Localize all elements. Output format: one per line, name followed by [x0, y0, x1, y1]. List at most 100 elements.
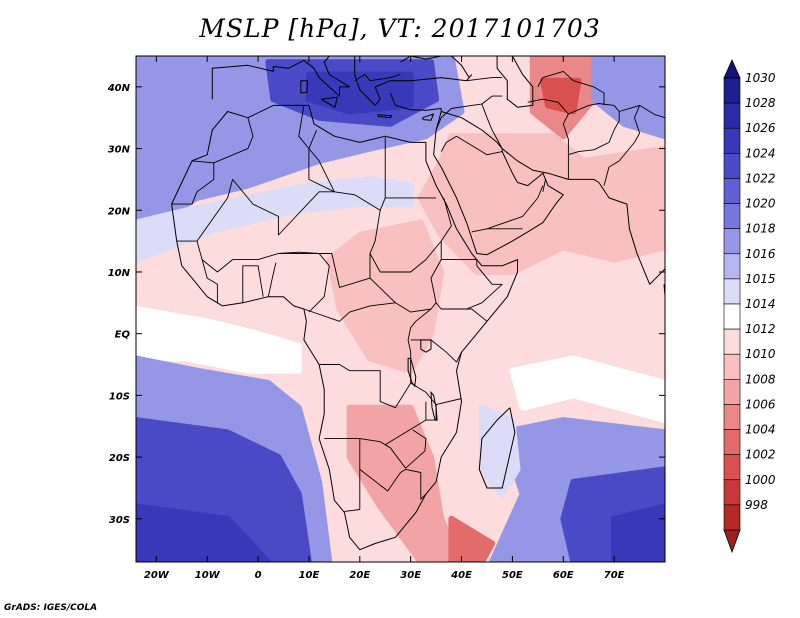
border-23: [201, 259, 218, 303]
colorbar-label: 1014: [745, 297, 776, 311]
colorbar-swatch: [723, 504, 741, 531]
border-11: [430, 241, 442, 303]
pressure-region-equatorial-white: [136, 306, 302, 374]
colorbar-label: 1028: [745, 96, 776, 110]
border-17: [410, 382, 462, 406]
colorbar-swatch: [723, 303, 741, 330]
border-28: [456, 135, 503, 156]
border-6: [308, 129, 335, 192]
lat-tick-label: 10N: [108, 268, 131, 279]
pressure-region-mediterranean-core: [305, 71, 414, 115]
country-borders: [171, 70, 665, 512]
lon-tick-label: 50E: [502, 570, 523, 581]
lake-malawi: [430, 390, 438, 421]
border-42: [354, 74, 391, 82]
map-title: MSLP [hPa], VT: 2017101703: [199, 14, 601, 43]
lon-tick-label: 10W: [195, 570, 221, 581]
colorbar-swatch: [723, 228, 741, 255]
colorbar-label: 1015: [745, 272, 776, 286]
border-16: [410, 339, 462, 363]
border-29: [440, 135, 457, 152]
colorbar-label: 1006: [745, 397, 776, 411]
colorbar-label: 1022: [745, 171, 776, 185]
lon-tick-label: 30E: [400, 570, 421, 581]
coastline-cyprus: [421, 113, 435, 121]
border-34: [568, 103, 620, 115]
border-35: [568, 111, 620, 156]
pressure-region-south-atlantic-inner: [136, 503, 272, 562]
pressure-region-iranian-low-core: [539, 77, 582, 115]
colorbar-bottom-arrow: [723, 529, 741, 554]
lat-tick-label: 20S: [109, 453, 130, 464]
coastline-turkey-south-coast: [389, 92, 442, 112]
colorbar-swatch: [723, 404, 741, 430]
lon-tick-label: 40E: [450, 570, 472, 581]
coastline-africa-coast: [171, 104, 518, 551]
pressure-region-mozambique-low: [448, 515, 496, 562]
border-15: [319, 308, 432, 409]
colorbar-label: 1002: [745, 448, 776, 462]
border-22: [425, 404, 437, 421]
pressure-region-madagascar-high: [478, 404, 521, 498]
coastline-black-sea-north: [400, 56, 470, 78]
colorbar-label: 1020: [745, 197, 776, 211]
colorbar-swatch: [723, 77, 741, 104]
colorbar-swatch: [723, 203, 741, 229]
colorbar-swatch: [723, 379, 741, 405]
lat-tick-label: 40N: [107, 83, 131, 94]
colorbar-label: 1030: [745, 71, 776, 85]
map-panel: [136, 56, 665, 562]
border-1: [171, 160, 215, 205]
border-4: [232, 179, 437, 236]
pressure-region-caspian-high: [590, 56, 665, 140]
border-38: [481, 95, 503, 105]
border-30: [486, 185, 544, 230]
border-33: [562, 113, 569, 180]
colorbar-label: 1004: [745, 423, 776, 437]
colorbar-swatch: [723, 353, 741, 380]
border-21: [384, 429, 427, 469]
colorbar-label: 998: [745, 498, 768, 512]
border-37: [619, 104, 665, 119]
lon-tick-label: 20W: [144, 570, 170, 581]
border-10: [369, 197, 452, 273]
lat-tick-label: 10S: [109, 391, 130, 402]
border-26: [278, 251, 330, 313]
colorbar-swatch: [723, 102, 741, 129]
border-25: [267, 262, 277, 297]
lat-tick-label: 20N: [108, 206, 131, 217]
border-31: [471, 228, 523, 233]
colorbar-label: 1010: [745, 347, 776, 361]
coastline-sicily: [320, 96, 338, 108]
coastline-sardinia: [300, 80, 308, 94]
border-24: [242, 265, 264, 303]
lat-tick-label: 30S: [109, 515, 130, 526]
border-27: [435, 103, 503, 149]
border-40: [527, 98, 569, 115]
map-axes: 40N 30N 20N 10N EQ 10S 20S 30S 20W 10W 0 10E 20E 30E 4…: [107, 56, 665, 581]
colorbar-swatch: [723, 153, 741, 179]
border-12: [441, 259, 478, 266]
footer-credit: GrADS: IGES/COLA: [4, 603, 98, 613]
coastline-crete: [377, 114, 393, 119]
border-32: [542, 179, 546, 192]
colorbar-swatch: [723, 429, 741, 455]
border-3: [176, 179, 234, 242]
pressure-region-sahara-ridge: [136, 176, 414, 263]
coastline-iran-coast: [501, 148, 600, 183]
colorbar-label: 1016: [745, 247, 776, 261]
pressure-region-indian-ocean-white: [509, 355, 665, 424]
colorbar-swatch: [723, 328, 741, 355]
colorbar-label: 1012: [745, 322, 776, 336]
colorbar-top-arrow: [723, 59, 741, 79]
border-18: [324, 401, 427, 446]
coastline-madagascar: [478, 407, 516, 489]
colorbar-label: 1026: [745, 121, 776, 135]
coastline-europe-coast: [211, 56, 351, 100]
lon-tick-label: 10E: [299, 570, 320, 581]
colorbar-swatch: [723, 454, 741, 481]
lon-tick-label: 20E: [349, 570, 370, 581]
lon-tick-label: 0: [255, 570, 262, 581]
border-20: [359, 468, 427, 500]
